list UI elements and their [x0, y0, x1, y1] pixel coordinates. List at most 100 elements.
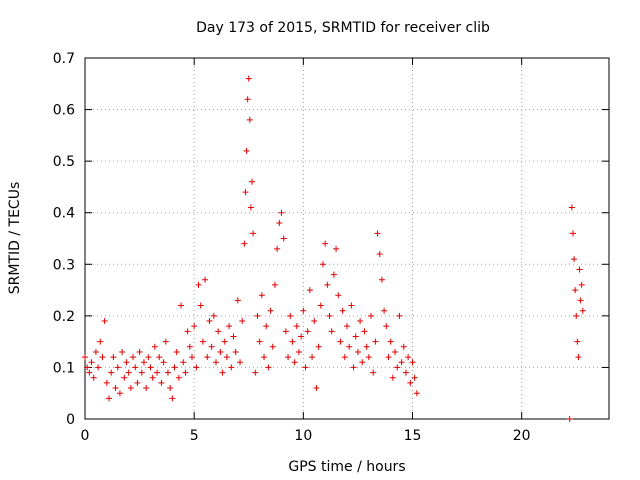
- data-point-marker: [383, 323, 390, 330]
- data-point-marker: [232, 348, 239, 355]
- data-point-marker: [237, 359, 244, 366]
- y-tick-label: 0: [66, 412, 75, 428]
- x-tick-label: 10: [294, 428, 312, 444]
- data-point-marker: [92, 348, 99, 355]
- data-point-marker: [261, 354, 268, 361]
- data-point-marker: [112, 385, 119, 392]
- data-point-marker: [385, 354, 392, 361]
- data-point-marker: [289, 338, 296, 345]
- data-point-marker: [110, 354, 117, 361]
- data-point-marker: [568, 204, 575, 211]
- data-point-marker: [191, 323, 198, 330]
- data-point-marker: [171, 364, 178, 371]
- data-point-marker: [147, 364, 154, 371]
- data-point-marker: [138, 369, 145, 376]
- data-point-marker: [575, 354, 582, 361]
- data-point-marker: [359, 359, 366, 366]
- data-point-marker: [204, 354, 211, 361]
- data-point-marker: [86, 369, 93, 376]
- data-point-marker: [574, 338, 581, 345]
- data-point-marker: [221, 338, 228, 345]
- data-point-marker: [247, 204, 254, 211]
- data-point-marker: [269, 343, 276, 350]
- data-point-marker: [271, 281, 278, 288]
- data-point-marker: [573, 312, 580, 319]
- data-point-marker: [304, 328, 311, 335]
- data-point-marker: [199, 338, 206, 345]
- data-point-marker: [392, 348, 399, 355]
- data-point-marker: [180, 359, 187, 366]
- data-point-marker: [276, 220, 283, 227]
- data-point-marker: [319, 261, 326, 268]
- y-tick-label: 0.7: [53, 51, 75, 67]
- data-point-marker: [127, 385, 134, 392]
- data-points: [82, 75, 586, 422]
- data-point-marker: [413, 390, 420, 397]
- data-point-marker: [252, 369, 259, 376]
- data-point-marker: [309, 354, 316, 361]
- data-point-marker: [387, 338, 394, 345]
- data-point-marker: [293, 323, 300, 330]
- data-point-marker: [400, 343, 407, 350]
- data-point-marker: [368, 312, 375, 319]
- y-tick-label: 0.6: [53, 103, 75, 119]
- data-point-marker: [151, 343, 158, 350]
- data-point-marker: [339, 307, 346, 314]
- y-tick-label: 0.5: [53, 154, 75, 170]
- data-point-marker: [246, 116, 253, 123]
- data-point-marker: [571, 256, 578, 263]
- data-point-marker: [389, 374, 396, 381]
- data-point-marker: [579, 307, 586, 314]
- data-point-marker: [256, 338, 263, 345]
- data-point-marker: [119, 348, 126, 355]
- data-point-marker: [282, 328, 289, 335]
- data-point-marker: [577, 297, 584, 304]
- data-point-marker: [173, 348, 180, 355]
- data-point-marker: [234, 297, 241, 304]
- data-point-marker: [223, 354, 230, 361]
- data-point-marker: [298, 333, 305, 340]
- data-point-marker: [123, 359, 130, 366]
- data-point-marker: [363, 343, 370, 350]
- data-point-marker: [228, 364, 235, 371]
- data-point-marker: [267, 307, 274, 314]
- data-point-marker: [175, 374, 182, 381]
- data-point-marker: [202, 276, 209, 283]
- data-point-marker: [114, 364, 121, 371]
- y-tick-label: 0.4: [53, 206, 75, 222]
- data-point-marker: [182, 369, 189, 376]
- data-point-marker: [306, 287, 313, 294]
- data-point-marker: [245, 75, 252, 82]
- x-tick-label: 0: [81, 428, 90, 444]
- data-point-marker: [106, 395, 113, 402]
- data-point-marker: [103, 379, 110, 386]
- data-point-marker: [95, 364, 102, 371]
- data-point-marker: [313, 385, 320, 392]
- data-point-marker: [195, 281, 202, 288]
- data-point-marker: [243, 147, 250, 154]
- y-tick-label: 0.2: [53, 309, 75, 325]
- data-point-marker: [167, 385, 174, 392]
- grid-lines: [85, 58, 609, 419]
- data-point-marker: [335, 292, 342, 299]
- y-tick-label: 0.3: [53, 257, 75, 273]
- data-point-marker: [407, 379, 414, 386]
- data-point-marker: [125, 369, 132, 376]
- data-point-marker: [132, 364, 139, 371]
- data-point-marker: [322, 240, 329, 247]
- data-point-marker: [278, 209, 285, 216]
- data-point-marker: [178, 302, 185, 309]
- data-point-marker: [242, 189, 249, 196]
- data-point-marker: [210, 312, 217, 319]
- data-point-marker: [99, 354, 106, 361]
- data-point-marker: [576, 266, 583, 273]
- data-point-marker: [158, 379, 165, 386]
- data-point-marker: [249, 178, 256, 185]
- data-point-marker: [213, 359, 219, 366]
- data-point-marker: [188, 354, 195, 361]
- data-point-marker: [108, 369, 115, 376]
- data-point-marker: [341, 354, 348, 361]
- data-point-marker: [394, 364, 401, 371]
- data-point-marker: [274, 245, 281, 252]
